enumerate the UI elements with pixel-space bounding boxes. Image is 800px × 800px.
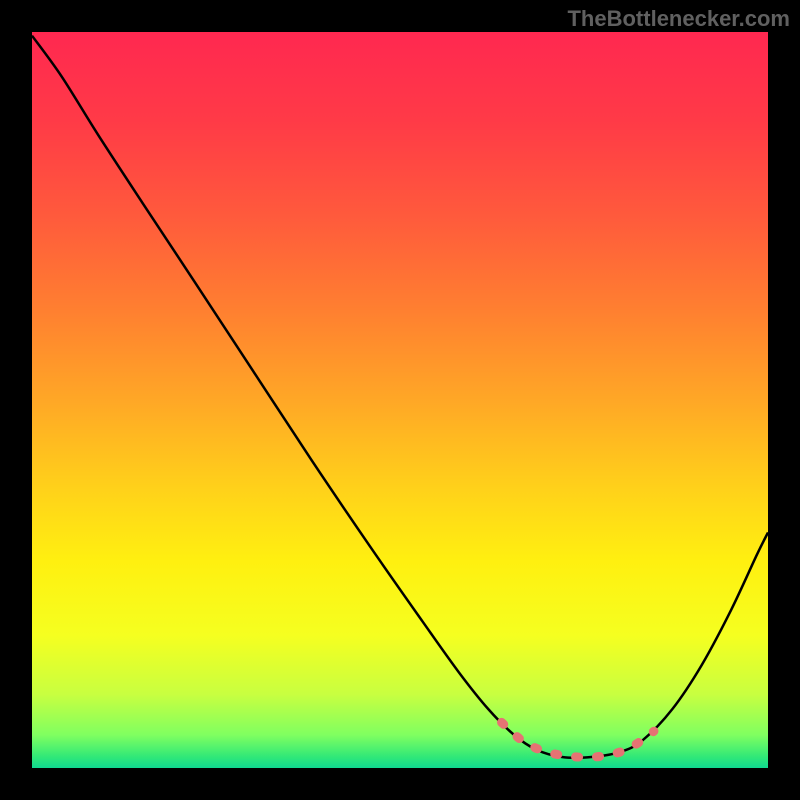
chart-container: TheBottlenecker.com [0,0,800,800]
curve-layer [32,32,768,768]
highlight-segment [502,722,654,757]
plot-area [32,32,768,768]
bottleneck-curve [32,36,768,758]
watermark-text: TheBottlenecker.com [567,6,790,32]
